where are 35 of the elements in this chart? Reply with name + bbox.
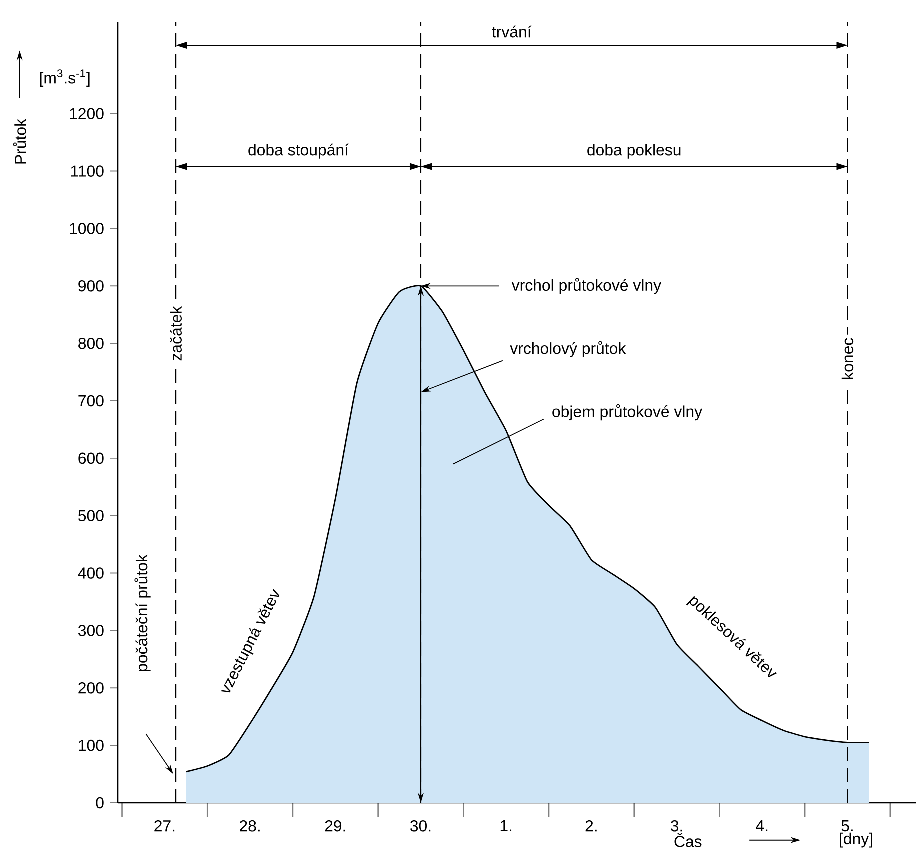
annotation: začátek (170, 306, 182, 361)
x-tick-label: 1. (500, 820, 512, 832)
text: [m$^{3}$.s$^{-1}$] (40, 70, 90, 87)
annotation: trvání (492, 26, 532, 38)
y-tick-label: 800 (78, 338, 104, 350)
text: počáteční průtok (134, 554, 151, 672)
y-tick-label: 1100 (71, 166, 104, 177)
annotation: objem průtokové vlny (552, 404, 703, 421)
annotation: doba stoupání (248, 144, 349, 159)
text: [dny] (840, 832, 872, 848)
y-axis-title: Průtok (13, 118, 26, 164)
x-tick-label: 4. (756, 820, 768, 832)
x-tick-label: 2. (586, 820, 597, 832)
y-tick-label: 1200 (70, 108, 104, 120)
annotation: vrcholový průtok (510, 341, 626, 358)
x-axis-title: Čas (674, 833, 702, 848)
y-tick-label: 200 (78, 682, 104, 694)
y-tick-label: 100 (79, 740, 104, 752)
x-tick-label: 29. (325, 820, 346, 832)
x-tick-label: 30. (410, 820, 431, 832)
y-tick-label: 600 (78, 452, 104, 464)
x-tick-label: 5. (842, 820, 853, 832)
y-tick-label: 300 (78, 625, 104, 636)
y-tick-label: 1000 (70, 223, 104, 234)
y-tick-label: 700 (78, 395, 104, 407)
x-tick-label: 27. (154, 820, 175, 832)
annotation: konec (842, 338, 854, 380)
y-tick-label: 0 (96, 797, 104, 809)
annotation: vrchol průtokové vlny (512, 278, 662, 294)
y-tick-label: 400 (78, 568, 104, 579)
y-tick-label: 900 (78, 280, 104, 292)
y-tick-label: 500 (78, 510, 104, 522)
x-tick-label: 3. (670, 820, 682, 832)
annotation: doba poklesu (588, 144, 681, 159)
x-tick-label: 28. (240, 820, 260, 832)
